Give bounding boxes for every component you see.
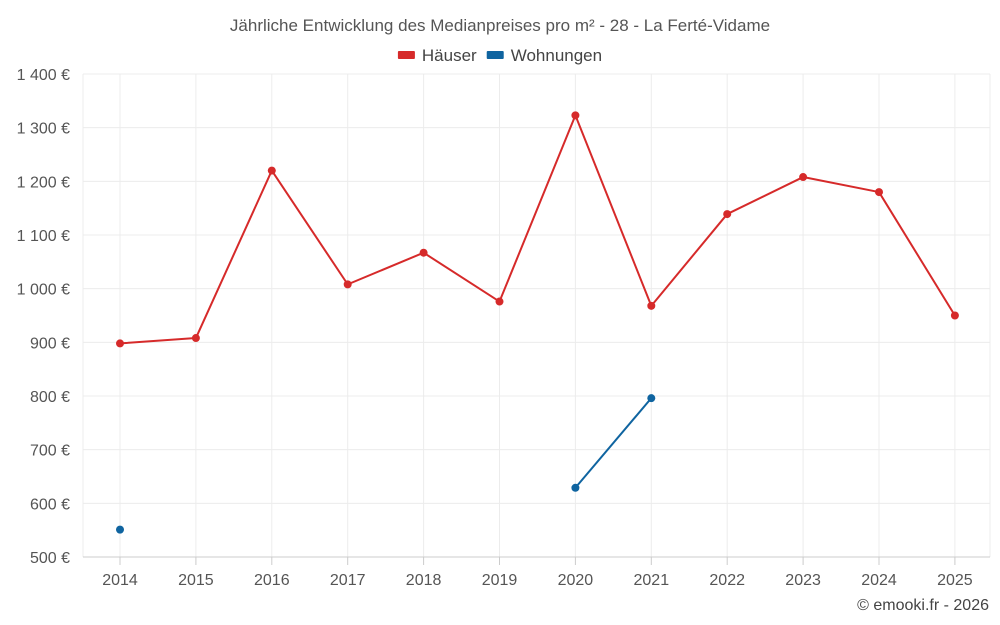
y-tick-label: 1 200 € xyxy=(17,174,70,191)
data-point[interactable] xyxy=(723,210,732,219)
data-point[interactable] xyxy=(571,111,580,120)
data-point[interactable] xyxy=(343,280,352,289)
data-point[interactable] xyxy=(495,297,504,306)
legend-item-1[interactable]: Wohnungen xyxy=(486,46,602,65)
y-tick-label: 900 € xyxy=(30,335,70,352)
series-1 xyxy=(116,394,656,534)
series-line xyxy=(119,114,956,345)
x-tick-label: 2023 xyxy=(785,572,821,589)
data-point[interactable] xyxy=(419,248,428,257)
data-point[interactable] xyxy=(950,311,959,320)
legend-label: Wohnungen xyxy=(511,46,602,65)
legend-item-0[interactable]: Häuser xyxy=(397,46,477,65)
x-tick-label: 2016 xyxy=(254,572,290,589)
data-point[interactable] xyxy=(799,173,808,182)
y-tick-label: 500 € xyxy=(30,550,70,567)
x-tick-label: 2014 xyxy=(102,572,138,589)
data-point[interactable] xyxy=(191,334,200,343)
x-tick-label: 2022 xyxy=(709,572,745,589)
x-tick-label: 2019 xyxy=(482,572,518,589)
data-point[interactable] xyxy=(116,339,124,348)
x-tick-label: 2017 xyxy=(330,572,366,589)
y-tick-label: 600 € xyxy=(30,496,70,513)
y-tick-label: 800 € xyxy=(30,389,70,406)
x-tick-label: 2015 xyxy=(178,572,214,589)
data-point[interactable] xyxy=(116,525,124,534)
y-tick-label: 1 100 € xyxy=(17,228,70,245)
y-tick-label: 1 400 € xyxy=(17,67,70,84)
x-tick-label: 2025 xyxy=(937,572,973,589)
grid xyxy=(82,73,991,558)
x-tick-label: 2020 xyxy=(558,572,594,589)
data-point[interactable] xyxy=(267,166,276,175)
y-tick-label: 700 € xyxy=(30,443,70,460)
y-axis: 500 € 600 € 700 € 800 € 900 € 1 000 € 1 100 € 1… xyxy=(17,67,70,567)
series-0 xyxy=(116,111,959,348)
legend: Häuser Wohnungen xyxy=(397,46,602,65)
series-group xyxy=(116,111,959,534)
x-tick-label: 2021 xyxy=(634,572,670,589)
chart-title: Jährliche Entwicklung des Medianpreises … xyxy=(230,16,770,35)
y-tick-label: 1 000 € xyxy=(17,282,70,299)
x-axis: 2014 2015 2016 2017 2018 2019 2020 2021 2022 2023… xyxy=(102,557,973,589)
credit: © emooki.fr - 2026 xyxy=(857,597,989,614)
data-point[interactable] xyxy=(647,394,656,403)
legend-swatch xyxy=(397,51,415,59)
legend-swatch xyxy=(486,51,504,59)
data-point[interactable] xyxy=(875,188,883,197)
y-tick-label: 1 300 € xyxy=(17,121,70,138)
x-tick-label: 2024 xyxy=(861,572,897,589)
x-tick-label: 2018 xyxy=(406,572,442,589)
legend-label: Häuser xyxy=(422,46,477,65)
data-point[interactable] xyxy=(571,483,580,492)
series-line xyxy=(574,397,653,489)
data-point[interactable] xyxy=(647,301,656,310)
